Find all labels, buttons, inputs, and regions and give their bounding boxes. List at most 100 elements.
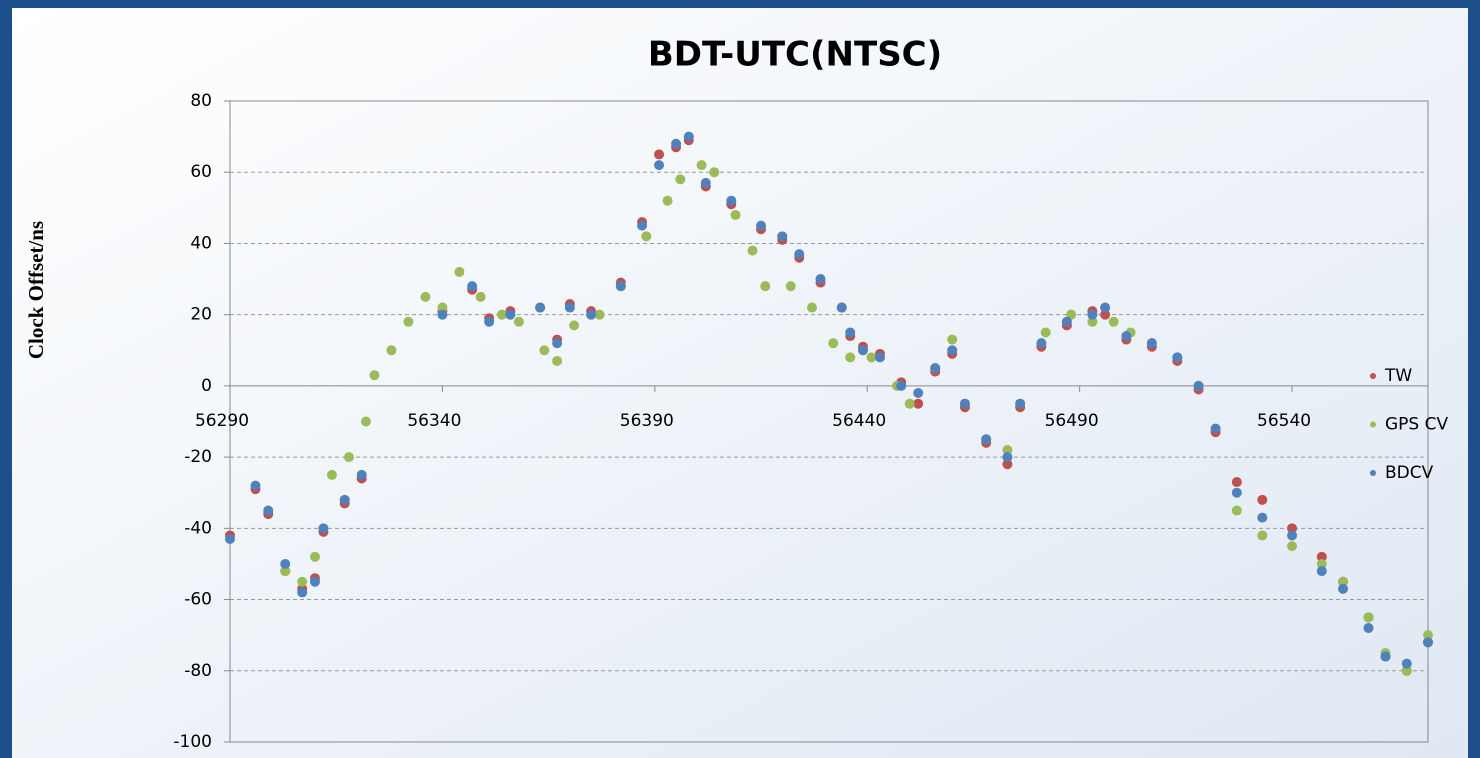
data-point [683, 131, 694, 142]
data-point [326, 469, 337, 480]
data-point [913, 398, 924, 409]
legend-label: GPS CV [1385, 415, 1448, 435]
data-point [1100, 302, 1111, 313]
data-point [654, 160, 665, 171]
data-point [654, 149, 665, 160]
x-tick-label: 56340 [407, 411, 461, 431]
data-point [454, 266, 465, 277]
data-point [403, 316, 414, 327]
legend-marker [1370, 373, 1376, 379]
plot-frame [229, 100, 1429, 743]
data-point [225, 534, 235, 545]
data-point [1121, 331, 1132, 342]
data-point [594, 309, 605, 320]
data-point [297, 587, 308, 598]
data-point [641, 231, 652, 242]
data-point [513, 316, 524, 327]
data-point [1287, 541, 1298, 552]
data-point [1108, 316, 1119, 327]
data-point [959, 398, 970, 409]
data-point [675, 174, 686, 185]
data-point [1231, 477, 1242, 488]
data-point [1257, 512, 1268, 523]
y-tick-label: 20 [190, 305, 212, 325]
y-tick-label: 0 [201, 376, 212, 396]
data-point [535, 302, 546, 313]
chart-title: BDT-UTC(NTSC) [648, 35, 942, 75]
data-point [1172, 352, 1183, 363]
data-point [760, 281, 771, 292]
x-tick-label: 56540 [1257, 411, 1311, 431]
data-point [1287, 523, 1298, 534]
data-point [947, 334, 958, 345]
data-point [1002, 444, 1013, 455]
legend-label: BDCV [1385, 463, 1434, 483]
data-point [1380, 651, 1391, 662]
data-point [794, 249, 805, 260]
data-point [1231, 505, 1242, 516]
data-point [309, 551, 320, 562]
data-point [615, 281, 626, 292]
data-point [857, 345, 868, 356]
data-point [1061, 316, 1072, 327]
data-point [662, 195, 673, 206]
data-point [671, 138, 682, 149]
data-point [1002, 459, 1013, 470]
data-point [369, 370, 380, 381]
data-point [1146, 338, 1157, 349]
data-point [947, 345, 958, 356]
data-point [1015, 398, 1026, 409]
data-point [437, 309, 448, 320]
data-point [981, 434, 992, 445]
data-point [726, 195, 737, 206]
data-point [777, 231, 788, 242]
x-tick-label: 56490 [1045, 411, 1099, 431]
data-point [1316, 558, 1327, 569]
data-point [250, 480, 261, 491]
data-point [1193, 380, 1204, 391]
data-point [467, 281, 478, 292]
x-tick-label: 56390 [620, 411, 674, 431]
y-tick-label: -60 [184, 590, 212, 610]
data-point [475, 291, 486, 302]
y-tick-label: -100 [173, 732, 212, 752]
data-point [1087, 316, 1098, 327]
y-tick-label: -80 [184, 661, 212, 681]
data-point [785, 281, 796, 292]
y-tick-label: 40 [190, 233, 212, 253]
x-tick-label: 56440 [832, 411, 886, 431]
data-point [360, 416, 371, 427]
data-point [339, 494, 350, 505]
y-axis-label: Clock Offset/ns [24, 221, 48, 359]
data-point [1287, 530, 1298, 541]
data-point [1040, 327, 1051, 338]
data-point [569, 320, 580, 331]
data-point [1002, 452, 1013, 463]
data-point [318, 523, 329, 534]
y-tick-label: -40 [184, 518, 212, 538]
data-point [420, 291, 431, 302]
data-point [845, 327, 856, 338]
data-point [1231, 487, 1242, 498]
data-point [815, 274, 826, 285]
data-point [552, 355, 563, 366]
data-point [896, 380, 907, 391]
data-point [930, 363, 941, 374]
data-point [586, 309, 597, 320]
data-point [564, 302, 575, 313]
data-point [1257, 494, 1268, 505]
data-point [1316, 566, 1327, 577]
data-point [709, 167, 720, 178]
data-point [297, 576, 308, 587]
data-point [505, 309, 516, 320]
y-tick-label: -20 [184, 447, 212, 467]
data-point [1363, 612, 1374, 623]
data-point [437, 302, 448, 313]
data-point [484, 316, 495, 327]
data-point [747, 245, 758, 256]
data-point [343, 452, 354, 463]
data-point [356, 469, 367, 480]
data-point [700, 177, 711, 188]
data-point [280, 558, 291, 569]
